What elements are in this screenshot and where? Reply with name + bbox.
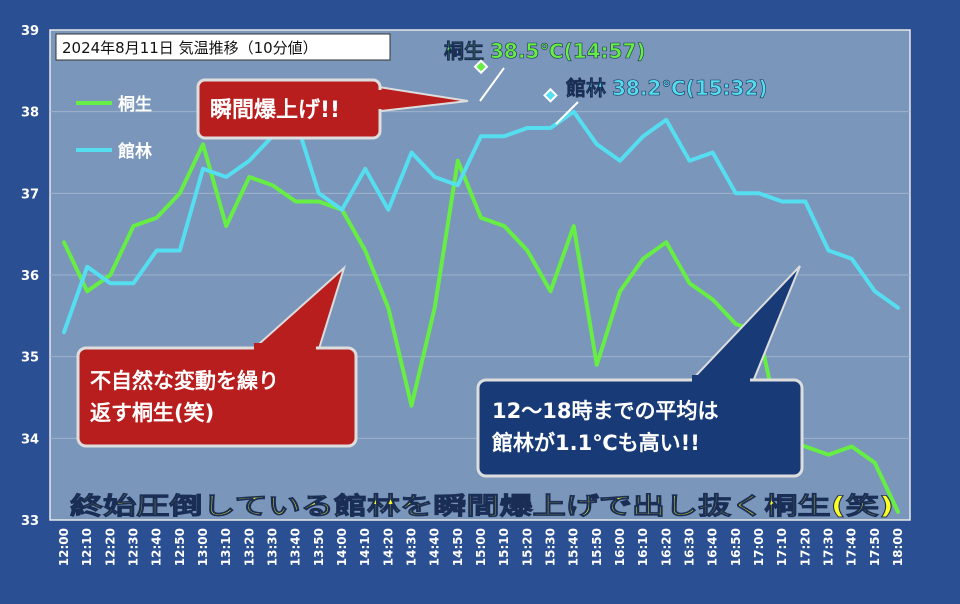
x-tick-label: 13:00 (196, 528, 210, 566)
y-tick-label: 37 (21, 187, 39, 202)
x-tick-label: 14:40 (428, 528, 442, 566)
y-tick-label: 36 (21, 269, 39, 284)
y-tick-label: 38 (21, 106, 39, 121)
x-tick-label: 15:00 (474, 528, 488, 566)
x-tick-label: 17:00 (752, 528, 766, 566)
x-tick-label: 16:10 (636, 528, 650, 566)
peak-leader-tatebayashi (555, 101, 579, 125)
callout-average-line1: 12～18時までの平均は (492, 399, 718, 423)
x-tick-label: 17:10 (775, 528, 789, 566)
peak-label-kiryu-value: 38.5℃(14:57) (490, 39, 646, 63)
x-tick-label: 14:00 (335, 528, 349, 566)
x-tick-label: 14:50 (451, 528, 465, 566)
x-tick-label: 12:20 (103, 528, 117, 566)
x-tick-label: 12:10 (80, 528, 94, 566)
x-tick-label: 16:40 (706, 528, 720, 566)
callout-fluctuation: 不自然な変動を繰り 返す桐生(笑) (76, 264, 358, 448)
x-tick-label: 15:30 (544, 528, 558, 566)
y-tick-label: 39 (21, 24, 39, 39)
chart-title: 2024年8月11日 気温推移（10分値） (62, 39, 318, 57)
x-tick-label: 12:30 (127, 528, 141, 566)
x-tick-label: 17:40 (845, 528, 859, 566)
bottom-caption: 終始圧倒している館林を瞬間爆上げで出し抜く桐生(笑) (70, 492, 894, 520)
x-tick-label: 12:50 (173, 528, 187, 566)
x-tick-label: 15:40 (567, 528, 581, 566)
peak-label-tatebayashi-name: 館林 (566, 76, 606, 100)
peak-label-kiryu-name: 桐生 (444, 39, 484, 63)
callout-fluctuation-seam (254, 343, 316, 353)
callout-fluctuation-line1: 不自然な変動を繰り (90, 369, 279, 393)
x-tick-label: 14:20 (381, 528, 395, 566)
x-tick-label: 16:50 (729, 528, 743, 566)
callout-spike-text: 瞬間爆上げ!! (210, 98, 340, 123)
y-tick-label: 33 (21, 514, 39, 529)
callout-average-seam (692, 375, 750, 385)
y-tick-label: 35 (21, 351, 39, 366)
x-tick-label: 15:10 (497, 528, 511, 566)
peak-label-kiryu: 桐生 38.5℃(14:57) (444, 39, 646, 63)
legend-label-kiryu: 桐生 (118, 94, 152, 115)
x-tick-label: 16:20 (659, 528, 673, 566)
peak-leader-kiryu (479, 67, 505, 102)
peak-marker-tatebayashi (543, 87, 558, 103)
callout-average-box (476, 378, 804, 478)
x-tick-label: 17:50 (868, 528, 882, 566)
callout-fluctuation-line2: 返す桐生(笑) (90, 401, 214, 425)
chart-title-box (55, 33, 391, 61)
peak-annotations: 桐生 38.5℃(14:57) 館林 38.2℃(15:32) (444, 39, 768, 125)
callout-spike-seam (374, 90, 384, 109)
x-tick-label: 14:30 (405, 528, 419, 566)
callout-spike: 瞬間爆上げ!! (196, 78, 469, 140)
x-tick-label: 18:00 (891, 528, 905, 566)
x-tick-label: 15:50 (590, 528, 604, 566)
x-tick-label: 17:20 (798, 528, 812, 566)
y-tick-label: 34 (21, 432, 39, 447)
legend-label-tatebayashi: 館林 (117, 141, 152, 162)
callout-fluctuation-box (76, 346, 358, 448)
x-tick-label: 16:00 (613, 528, 627, 566)
x-tick-label: 13:20 (242, 528, 256, 566)
peak-label-tatebayashi: 館林 38.2℃(15:32) (566, 76, 768, 100)
x-tick-label: 12:00 (57, 528, 71, 566)
y-axis-ticks: 33 34 35 36 37 38 39 (21, 24, 39, 529)
series-line-tatebayashi (62, 109, 900, 335)
x-tick-label: 12:40 (150, 528, 164, 566)
x-tick-label: 13:30 (266, 528, 280, 566)
callout-average: 12～18時までの平均は 館林が1.1℃も高い!! (476, 265, 804, 478)
x-tick-label: 13:40 (289, 528, 303, 566)
x-tick-label: 16:30 (683, 528, 697, 566)
x-tick-label: 15:20 (520, 528, 534, 566)
peak-marker-kiryu (473, 59, 489, 75)
x-axis-ticks: 12:00 12:10 12:20 12:30 12:40 12:50 13:00 13:10… (57, 528, 905, 566)
legend: 桐生 館林 (76, 94, 152, 162)
x-tick-label: 13:10 (219, 528, 233, 566)
callout-average-line2: 館林が1.1℃も高い!! (492, 431, 700, 455)
x-tick-label: 17:30 (822, 528, 836, 566)
x-tick-label: 13:50 (312, 528, 326, 566)
peak-label-tatebayashi-value: 38.2℃(15:32) (612, 76, 768, 100)
x-tick-label: 14:10 (358, 528, 372, 566)
